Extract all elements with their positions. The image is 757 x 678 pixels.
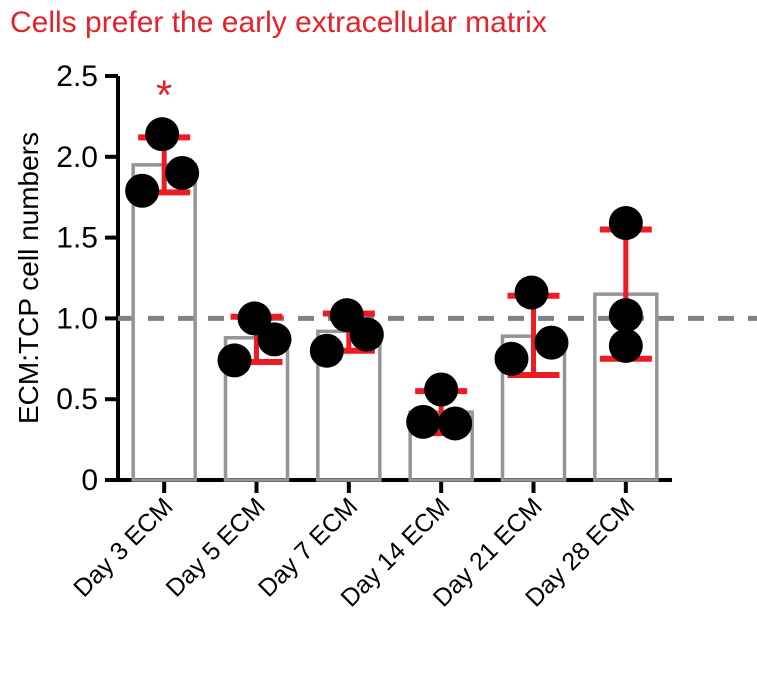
data-point-3-3 (309, 333, 344, 368)
data-point-1-3 (125, 173, 160, 208)
data-point-3-2 (349, 317, 384, 352)
data-point-5-3 (494, 341, 529, 376)
data-point-6-3 (608, 328, 643, 363)
bar-series (131, 163, 659, 482)
data-point-5-1 (514, 275, 549, 310)
x-axis-tick-label-2: Day 5 ECM (161, 492, 271, 602)
data-point-1-1 (145, 117, 180, 152)
y-axis: 0 0.5 1.0 1.5 2.0 2.5 (56, 60, 120, 497)
data-point-1-2 (165, 155, 200, 190)
error-bar-series (138, 134, 652, 437)
data-point-4-1 (424, 372, 459, 407)
y-axis-tick-label: 0 (81, 464, 98, 497)
data-point-5-2 (534, 325, 569, 360)
y-axis-title-text: ECM:TCP cell numbers (13, 132, 44, 424)
data-point-4-2 (406, 404, 441, 439)
data-point-series (125, 117, 643, 441)
significance-star-1: * (156, 71, 172, 118)
data-point-2-2 (257, 322, 292, 357)
data-point-4-3 (438, 406, 473, 441)
significance-markers: * (156, 71, 172, 118)
data-point-2-3 (217, 343, 252, 378)
y-axis-tick-label: 2.5 (56, 60, 98, 93)
y-axis-tick-label: 2.0 (56, 141, 98, 174)
x-axis-tick-label-1: Day 3 ECM (68, 492, 178, 602)
bar-1[interactable] (131, 163, 197, 482)
data-point-6-1 (608, 206, 643, 241)
x-axis (116, 478, 672, 493)
y-axis-title: ECM:TCP cell numbers (13, 132, 44, 424)
chart-title: Cells prefer the early extracellular mat… (10, 6, 547, 39)
data-point-6-2 (608, 298, 643, 333)
y-axis-tick-label: 1.0 (56, 302, 98, 335)
y-axis-tick-label: 0.5 (56, 383, 98, 416)
y-axis-tick-label: 1.5 (56, 222, 98, 255)
